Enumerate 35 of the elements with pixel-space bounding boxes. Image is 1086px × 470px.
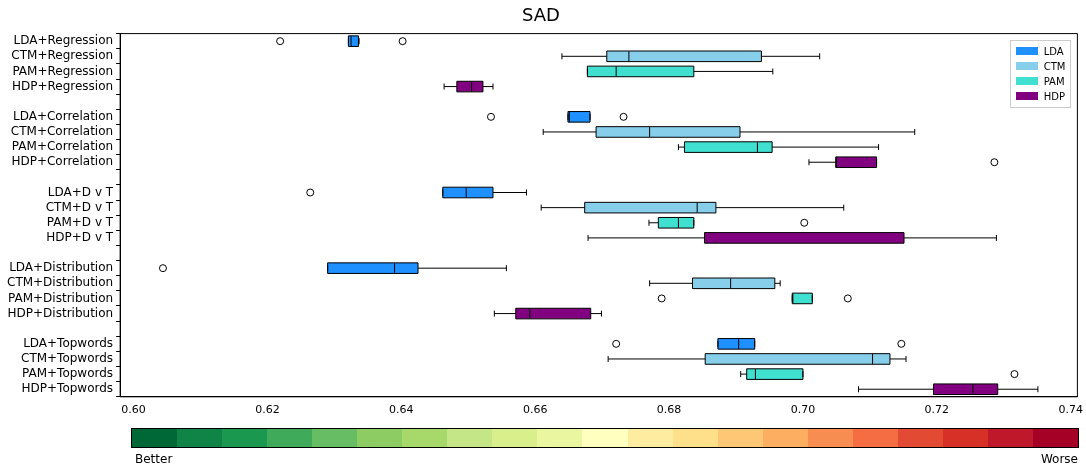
y-tick-label: LDA+Distribution: [9, 260, 114, 275]
chart-title: SAD: [522, 4, 560, 26]
y-tick-label: CTM+D v T: [45, 199, 114, 214]
y-tick-label: HDP+Topwords: [21, 381, 114, 396]
y-tick-label: LDA+Topwords: [23, 335, 114, 350]
y-tick-label: PAM+Topwords: [22, 366, 114, 381]
legend-label: HDP: [1043, 89, 1065, 104]
x-tick-label: 0.70: [790, 403, 816, 417]
y-tick-label: HDP+Correlation: [11, 154, 114, 169]
legend-label: LDA: [1043, 44, 1064, 59]
y-tick-label: CTM+Distribution: [7, 275, 114, 290]
y-tick-label: HDP+D v T: [46, 230, 114, 245]
x-tick-label: 0.62: [255, 403, 280, 417]
x-tick-label: 0.68: [656, 403, 682, 417]
x-tick-label: 0.74: [1058, 403, 1083, 417]
y-tick-label: PAM+Distribution: [8, 290, 114, 305]
x-tick-label: 0.72: [924, 403, 950, 417]
y-tick-label: PAM+Correlation: [11, 139, 114, 154]
y-tick-label: HDP+Regression: [11, 78, 114, 93]
y-tick-label: PAM+Regression: [12, 63, 114, 78]
legend-label: CTM: [1043, 59, 1066, 74]
text: Better: [135, 452, 173, 466]
x-tick-label: 0.60: [121, 403, 146, 417]
text: Worse: [1040, 452, 1078, 466]
y-tick-label: PAM+D v T: [46, 214, 114, 229]
y-tick-label: CTM+Topwords: [21, 351, 114, 366]
y-tick-label: LDA+D v T: [47, 184, 114, 199]
legend-label: PAM: [1043, 74, 1065, 89]
y-tick-label: CTM+Regression: [11, 48, 114, 63]
y-tick-label: LDA+Correlation: [12, 108, 114, 123]
y-tick-label: HDP+Distribution: [7, 305, 114, 320]
x-tick-label: 0.64: [389, 403, 414, 417]
y-tick-label: LDA+Regression: [13, 33, 114, 48]
x-tick-label: 0.66: [522, 403, 548, 417]
y-tick-label: CTM+Correlation: [10, 124, 114, 139]
